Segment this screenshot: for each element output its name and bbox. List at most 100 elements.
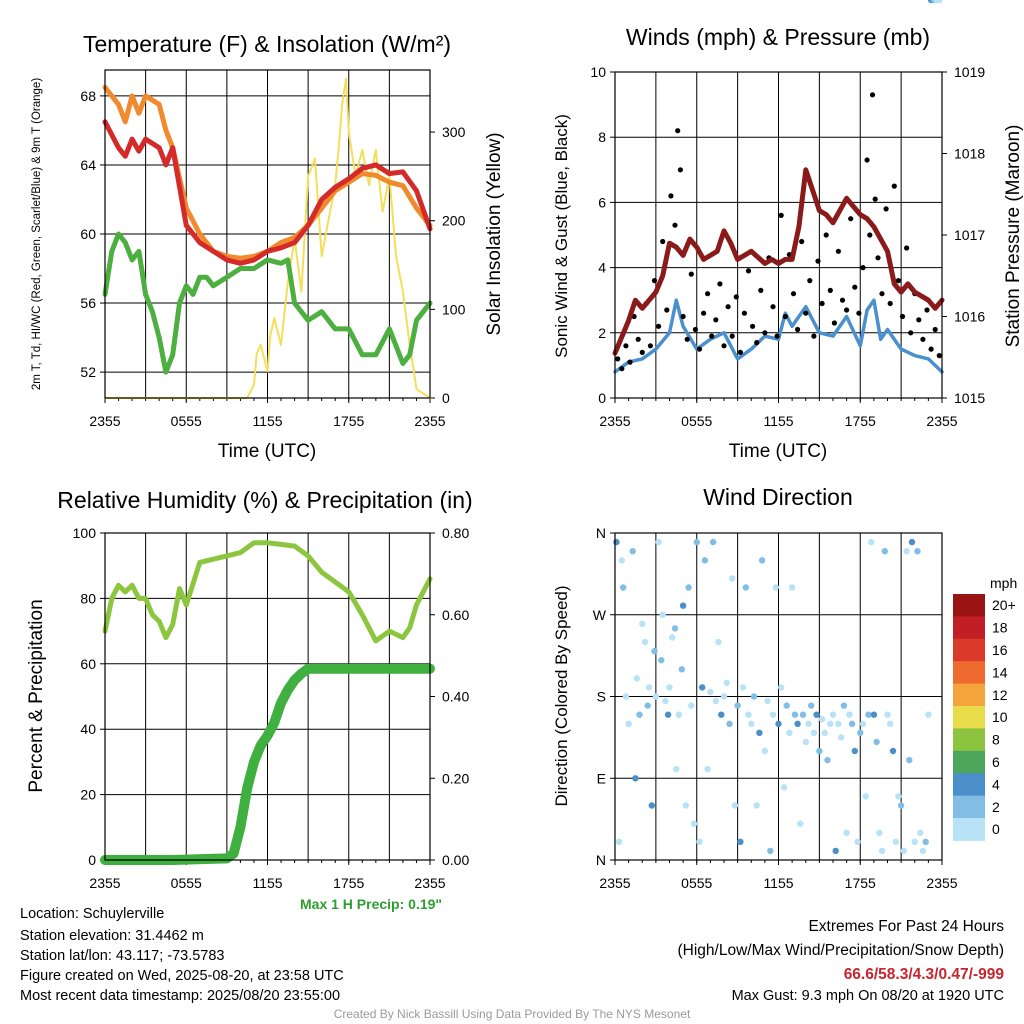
latest-data-text: Most recent data timestamp: 2025/08/20 2…: [20, 988, 341, 1004]
gust-point: [811, 333, 817, 339]
wind-direction-point: [903, 548, 910, 555]
chart-2-y2-tick-label: 1018: [954, 146, 985, 162]
chart-3-x-tick-label: 2355: [89, 875, 120, 891]
colorbar-swatch: [953, 594, 985, 617]
chart-2-x-tick-label: 2355: [599, 413, 630, 429]
chart-3-y-tick-label: 80: [80, 590, 96, 606]
wind-direction-point: [813, 711, 820, 718]
gust-point: [705, 291, 711, 297]
chart-1-title: Temperature (F) & Insolation (W/m²): [83, 31, 451, 57]
chart-3-y2-tick-label: 0.20: [442, 770, 469, 786]
gust-point: [835, 248, 842, 254]
gust-point: [856, 310, 862, 316]
wind-direction-point: [748, 720, 755, 727]
wind-direction-point: [788, 584, 796, 591]
gust-point: [721, 343, 727, 349]
wind-direction-point: [900, 847, 907, 855]
chart-2-y2-tick-label: 1017: [954, 227, 985, 243]
wind-direction-point: [622, 693, 630, 700]
chart-2-y2-tick-label: 1015: [954, 390, 985, 406]
wind-direction-point: [750, 693, 758, 700]
colorbar-label: 20+: [992, 597, 1016, 613]
gust-point: [823, 232, 829, 238]
gust-point: [709, 333, 715, 339]
wind-direction-point: [840, 702, 848, 709]
elevation-text: Station elevation: 31.4462 m: [20, 928, 204, 944]
chart-4-x-tick-label: 1755: [845, 875, 876, 891]
chart-1-y-tick-label: 52: [80, 364, 96, 380]
colorbar-swatch: [953, 638, 985, 662]
wind-direction-point: [914, 548, 921, 555]
wind-direction-point: [873, 738, 880, 746]
colorbar-label: 8: [992, 732, 1000, 748]
gust-point: [936, 353, 942, 359]
wind-direction-point: [827, 720, 834, 727]
wind-direction-point: [832, 847, 839, 855]
wind-direction-point: [764, 697, 771, 705]
wind-direction-point: [652, 693, 660, 700]
wind-direction-point: [906, 756, 913, 764]
chart-4-y-tick-label: W: [593, 607, 607, 623]
wind-direction-point: [739, 684, 747, 691]
colorbar-swatch: [953, 683, 985, 707]
chart-2-plot-border: [614, 71, 943, 399]
chart-3-y-tick-label: 40: [80, 721, 96, 737]
wind-direction-point: [712, 697, 719, 705]
gust-point: [684, 336, 690, 342]
colorbar-label: 16: [992, 642, 1008, 658]
wind-direction-point: [917, 829, 924, 836]
wind-direction-point: [876, 829, 883, 836]
wind-direction-point: [699, 684, 706, 691]
wind-direction-point: [625, 720, 632, 727]
chart-3-y-tick-label: 0: [88, 852, 96, 868]
series-precipitation-line: [100, 663, 435, 865]
wind-direction-point: [662, 697, 669, 705]
wind-direction-point: [745, 711, 752, 718]
wind-direction-point: [729, 575, 736, 582]
wind-direction-point: [720, 693, 728, 700]
gust-point: [879, 291, 885, 297]
wind-direction-point: [648, 802, 655, 809]
gust-point: [623, 343, 629, 349]
chart-4-y-tick-label: N: [596, 852, 606, 868]
wind-direction-point: [911, 838, 918, 845]
gust-point: [887, 300, 893, 307]
wind-direction-point: [696, 838, 703, 845]
colorbar-swatch: [953, 706, 985, 729]
gust-point: [782, 313, 788, 320]
extremes-title: Extremes For Past 24 Hours: [808, 918, 1004, 935]
wind-direction-point: [794, 720, 801, 727]
gust-point: [875, 255, 881, 261]
gust-point: [615, 356, 621, 362]
chart-4-x-tick-label: 1155: [763, 875, 793, 891]
wind-direction-point: [797, 820, 804, 827]
chart-3-y2-tick-label: 0.60: [442, 607, 469, 623]
gust-point: [790, 291, 797, 297]
gust-point: [920, 336, 926, 342]
chart-1-x-axis-label: Time (UTC): [218, 441, 317, 462]
wind-direction-point: [758, 557, 766, 564]
chart-2-y2-axis-label: Station Pressure (Maroon): [1003, 125, 1024, 348]
wind-direction-point: [848, 720, 856, 727]
wind-direction-point: [701, 557, 709, 564]
gust-point: [795, 326, 801, 333]
chart-2-title: Winds (mph) & Pressure (mb): [626, 24, 930, 50]
wind-direction-point: [870, 711, 878, 718]
wind-direction-point: [645, 684, 653, 691]
chart-2-y-axis-label: Sonic Wind & Gust (Blue, Black): [552, 114, 571, 358]
gust-point: [827, 287, 833, 293]
gust-point: [869, 92, 876, 98]
gust-point: [916, 317, 922, 323]
wind-direction-point: [675, 711, 683, 718]
gust-point: [696, 346, 703, 352]
wind-direction-point: [775, 720, 782, 727]
series-dewpoint-line: [102, 231, 433, 375]
chart-1-y-tick-label: 56: [80, 295, 96, 311]
chart-3-x-tick-label: 1755: [333, 875, 364, 891]
wind-direction-point: [618, 557, 625, 564]
extremes-values: 66.6/58.3/4.3/0.47/-999: [843, 966, 1004, 983]
chart-4-title: Wind Direction: [703, 484, 853, 510]
wind-direction-point: [854, 838, 861, 845]
chart-3-y2-tick-label: 0.80: [442, 525, 469, 541]
